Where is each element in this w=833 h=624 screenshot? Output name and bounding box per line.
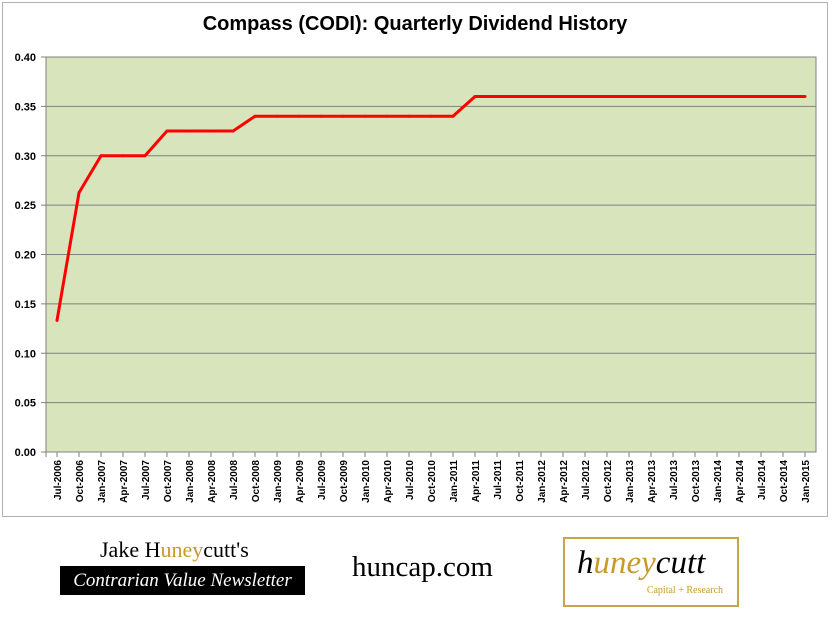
line-chart: 0.00 0.05 0.10 0.15 0.20 0.25 0.30 0.35 0.40 Jul-…	[15, 52, 817, 503]
x-tick-label: Oct-2012	[603, 460, 614, 503]
x-tick-label: Apr-2010	[383, 460, 394, 503]
data-point	[363, 114, 367, 118]
site-url: huncap.com	[352, 551, 493, 583]
x-tick-label: Jul-2008	[229, 460, 240, 500]
y-tick-label: 0.15	[15, 299, 36, 311]
y-tick-label: 0.00	[15, 447, 36, 459]
x-tick-label: Jan-2007	[97, 460, 108, 503]
x-tick-label: Jan-2014	[713, 460, 724, 503]
data-point	[143, 154, 147, 158]
x-tick-label: Apr-2014	[735, 460, 746, 503]
data-point	[517, 95, 521, 98]
x-tick-label: Jan-2015	[801, 460, 812, 503]
data-point	[407, 114, 411, 118]
data-point	[209, 129, 213, 133]
data-point	[385, 114, 389, 118]
author-name-accent: uney	[160, 537, 204, 562]
y-tick-label: 0.05	[15, 398, 36, 410]
x-tick-label: Jan-2008	[185, 460, 196, 503]
logo-subtitle: Capital + Research	[646, 585, 723, 596]
x-tick-label: Apr-2007	[119, 460, 130, 503]
x-tick-label: Oct-2008	[251, 460, 262, 503]
data-point	[253, 114, 257, 118]
data-point	[737, 95, 741, 98]
x-tick-label: Jan-2011	[449, 460, 460, 503]
data-point	[627, 95, 631, 98]
data-point	[583, 95, 587, 98]
y-tick-label: 0.30	[15, 151, 36, 163]
x-tick-label: Jul-2011	[493, 460, 504, 500]
y-tick-label: 0.35	[15, 101, 36, 113]
x-tick-label: Jul-2014	[757, 460, 768, 500]
x-tick-label: Apr-2008	[207, 460, 218, 503]
newsletter-banner: Contrarian Value Newsletter	[60, 566, 305, 595]
x-tick-label: Jan-2010	[361, 460, 372, 503]
data-point	[99, 154, 103, 158]
x-tick-label: Jul-2010	[405, 460, 416, 500]
x-tick-label: Oct-2014	[779, 460, 790, 503]
x-tick-label: Jan-2013	[625, 460, 636, 503]
author-name-part1: Jake H	[100, 537, 161, 562]
data-point	[803, 95, 807, 98]
x-tick-label: Oct-2007	[163, 460, 174, 503]
data-point	[715, 95, 719, 98]
x-tick-label: Jul-2007	[141, 460, 152, 500]
x-tick-label: Oct-2010	[427, 460, 438, 503]
x-tick-label: Jul-2009	[317, 460, 328, 500]
data-point	[231, 129, 235, 133]
logo-wordmark: huneycutt	[577, 545, 705, 582]
x-tick-label: Jul-2012	[581, 460, 592, 500]
y-tick-label: 0.10	[15, 348, 36, 360]
x-tick-label: Oct-2011	[515, 460, 526, 502]
data-point	[55, 318, 59, 322]
data-point	[275, 114, 279, 118]
y-tick-label: 0.20	[15, 250, 36, 262]
x-tick-label: Jan-2009	[273, 460, 284, 503]
data-point	[341, 114, 345, 118]
y-tick-label: 0.40	[15, 52, 36, 64]
x-tick-label: Jul-2013	[669, 460, 680, 500]
x-tick-label: Apr-2011	[471, 460, 482, 503]
data-point	[495, 95, 499, 98]
data-point	[473, 95, 477, 98]
x-tick-label: Apr-2012	[559, 460, 570, 503]
x-tick-label: Jul-2006	[53, 460, 64, 500]
author-name: Jake Huneycutt's	[100, 537, 249, 563]
data-point	[121, 154, 125, 158]
x-tick-label: Oct-2009	[339, 460, 350, 503]
x-tick-label: Jan-2012	[537, 460, 548, 503]
logo-accent: uney	[593, 545, 656, 581]
x-tick-label: Oct-2006	[75, 460, 86, 503]
data-point	[187, 129, 191, 133]
data-point	[561, 95, 565, 98]
x-tick-label: Oct-2013	[691, 460, 702, 503]
data-point	[605, 95, 609, 98]
company-logo: huneycutt Capital + Research	[563, 537, 739, 607]
data-point	[759, 95, 763, 98]
chart-title: Compass (CODI): Quarterly Dividend Histo…	[202, 13, 628, 35]
data-point	[649, 95, 653, 98]
y-tick-label: 0.25	[15, 200, 36, 212]
data-point	[781, 95, 785, 98]
data-point	[297, 114, 301, 118]
data-point	[165, 129, 169, 133]
data-point	[693, 95, 697, 98]
x-tick-label: Apr-2009	[295, 460, 306, 503]
data-point	[671, 95, 675, 98]
data-point	[429, 114, 433, 118]
data-point	[451, 114, 455, 118]
logo-part2: cutt	[655, 545, 706, 581]
x-tick-label: Apr-2013	[647, 460, 658, 503]
logo-part1: h	[577, 545, 594, 581]
author-name-part2: cutt's	[203, 537, 249, 562]
data-point	[539, 95, 543, 98]
data-point	[77, 191, 81, 195]
data-point	[319, 114, 323, 118]
